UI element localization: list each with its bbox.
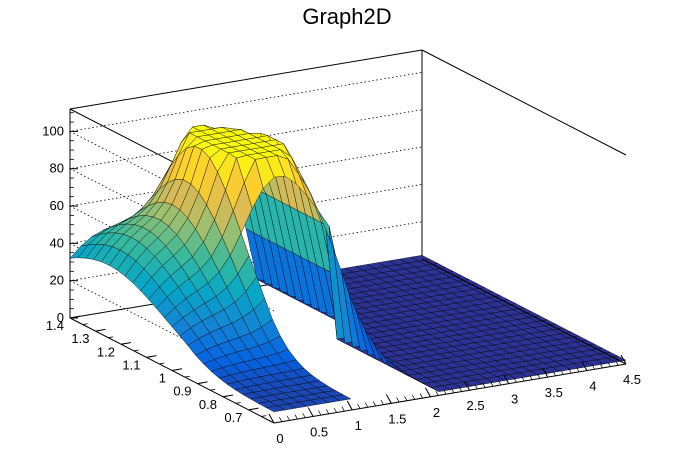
z-tick-label: 20 — [50, 273, 64, 288]
x-minor-tick — [458, 386, 463, 392]
x-minor-tick — [279, 417, 283, 422]
x-tick-label: 4.5 — [623, 372, 641, 387]
x-minor-tick — [341, 406, 345, 412]
frame-edge — [69, 49, 423, 110]
y-minor-tick — [261, 415, 267, 417]
y-tick-label: 1.4 — [46, 318, 64, 333]
x-minor-tick — [302, 413, 306, 418]
x-minor-tick — [380, 399, 384, 405]
x-minor-tick — [584, 365, 588, 371]
y-minor-tick — [171, 369, 178, 371]
x-minor-tick — [310, 411, 314, 417]
x-minor-tick — [411, 394, 416, 400]
y-minor-tick — [235, 402, 241, 404]
y-minor-tick — [146, 356, 152, 358]
x-minor-tick — [333, 407, 337, 413]
x-tick-label: 0 — [276, 431, 283, 446]
x-minor-tick — [318, 410, 322, 416]
x-minor-tick — [498, 380, 502, 386]
x-minor-tick — [365, 402, 369, 408]
frame-edge — [421, 258, 627, 365]
chart-title: Graph2D — [302, 4, 391, 29]
y-minor-tick — [95, 329, 101, 332]
x-minor-tick — [286, 415, 290, 421]
y-minor-tick — [82, 323, 88, 325]
x-tick-label: 1 — [355, 418, 362, 433]
x-tick-label: 3.5 — [545, 385, 563, 400]
y-tick — [69, 315, 81, 319]
x-minor-tick — [435, 390, 439, 396]
x-tick-label: 2.5 — [467, 398, 485, 413]
x-minor-tick — [388, 398, 392, 404]
y-tick-label: 1.1 — [122, 357, 140, 372]
x-minor-tick — [482, 382, 486, 388]
x-minor-tick — [537, 373, 541, 379]
z-tick-label: 80 — [50, 161, 64, 176]
x-minor-tick — [607, 361, 611, 367]
frame-edge — [273, 363, 627, 424]
z-tick-label: 60 — [50, 198, 64, 213]
x-minor-tick — [419, 393, 423, 399]
x-minor-tick — [513, 377, 517, 383]
x-minor-tick — [591, 364, 596, 370]
x-minor-tick — [427, 392, 431, 397]
x-minor-tick — [451, 388, 455, 394]
x-minor-tick — [349, 405, 353, 411]
x-minor-tick — [294, 414, 298, 420]
x-tick-label: 4 — [589, 379, 596, 394]
x-minor-tick — [505, 378, 509, 384]
y-axis: 0.7 0.8 0.9 1 1.1 1.2 1.3 1.4 — [46, 315, 267, 425]
z-tick-label: 40 — [50, 235, 64, 250]
y-tick-label: 0.8 — [199, 397, 217, 412]
y-minor-tick — [108, 336, 114, 339]
x-minor-tick — [599, 363, 603, 369]
x-minor-tick — [560, 369, 564, 375]
y-minor-tick — [159, 362, 165, 365]
x-minor-tick — [466, 385, 470, 391]
y-minor-tick — [133, 349, 139, 352]
x-minor-tick — [615, 360, 619, 366]
y-tick-label: 1.2 — [97, 344, 115, 359]
y-minor-tick — [197, 382, 203, 385]
x-minor-tick — [521, 376, 525, 382]
x-minor-tick — [404, 396, 408, 401]
x-minor-tick — [396, 397, 400, 403]
y-tick-label: 1.3 — [71, 331, 89, 346]
x-tick-label: 3 — [511, 392, 518, 407]
x-minor-tick — [357, 403, 361, 409]
x-minor-tick — [443, 389, 447, 395]
surface-mesh — [69, 124, 627, 413]
frame-edge — [421, 49, 627, 156]
z-axis: 0 20 40 60 80 100 — [42, 109, 78, 325]
y-minor-tick — [120, 343, 127, 345]
x-tick-label: 1.5 — [388, 411, 406, 426]
x-minor-tick — [544, 372, 549, 378]
x-minor-tick — [490, 381, 494, 387]
x-minor-tick — [325, 409, 330, 414]
z-tick-label: 100 — [42, 123, 64, 138]
x-minor-tick — [576, 367, 580, 373]
y-tick-label: 1 — [159, 371, 166, 386]
z-tick-label: 0 — [57, 310, 64, 325]
x-tick — [620, 354, 627, 365]
x-minor-tick — [552, 371, 556, 376]
x-tick — [268, 413, 275, 424]
y-tick-label: 0.9 — [173, 384, 191, 399]
y-minor-tick — [210, 388, 216, 391]
x-minor-tick — [372, 401, 376, 407]
y-minor-tick — [184, 375, 190, 378]
y-minor-tick — [222, 395, 229, 398]
y-tick-label: 0.7 — [224, 410, 242, 425]
x-minor-tick — [474, 384, 478, 390]
surface-cell — [331, 394, 352, 401]
x-axis: 0 0.5 1 1.5 2 2.5 3 3.5 4 4.5 — [268, 354, 641, 446]
x-minor-tick — [529, 375, 533, 380]
x-tick-label: 0.5 — [310, 424, 328, 439]
x-tick-label: 2 — [433, 405, 440, 420]
x-minor-tick — [568, 368, 572, 374]
y-minor-tick — [248, 408, 254, 411]
